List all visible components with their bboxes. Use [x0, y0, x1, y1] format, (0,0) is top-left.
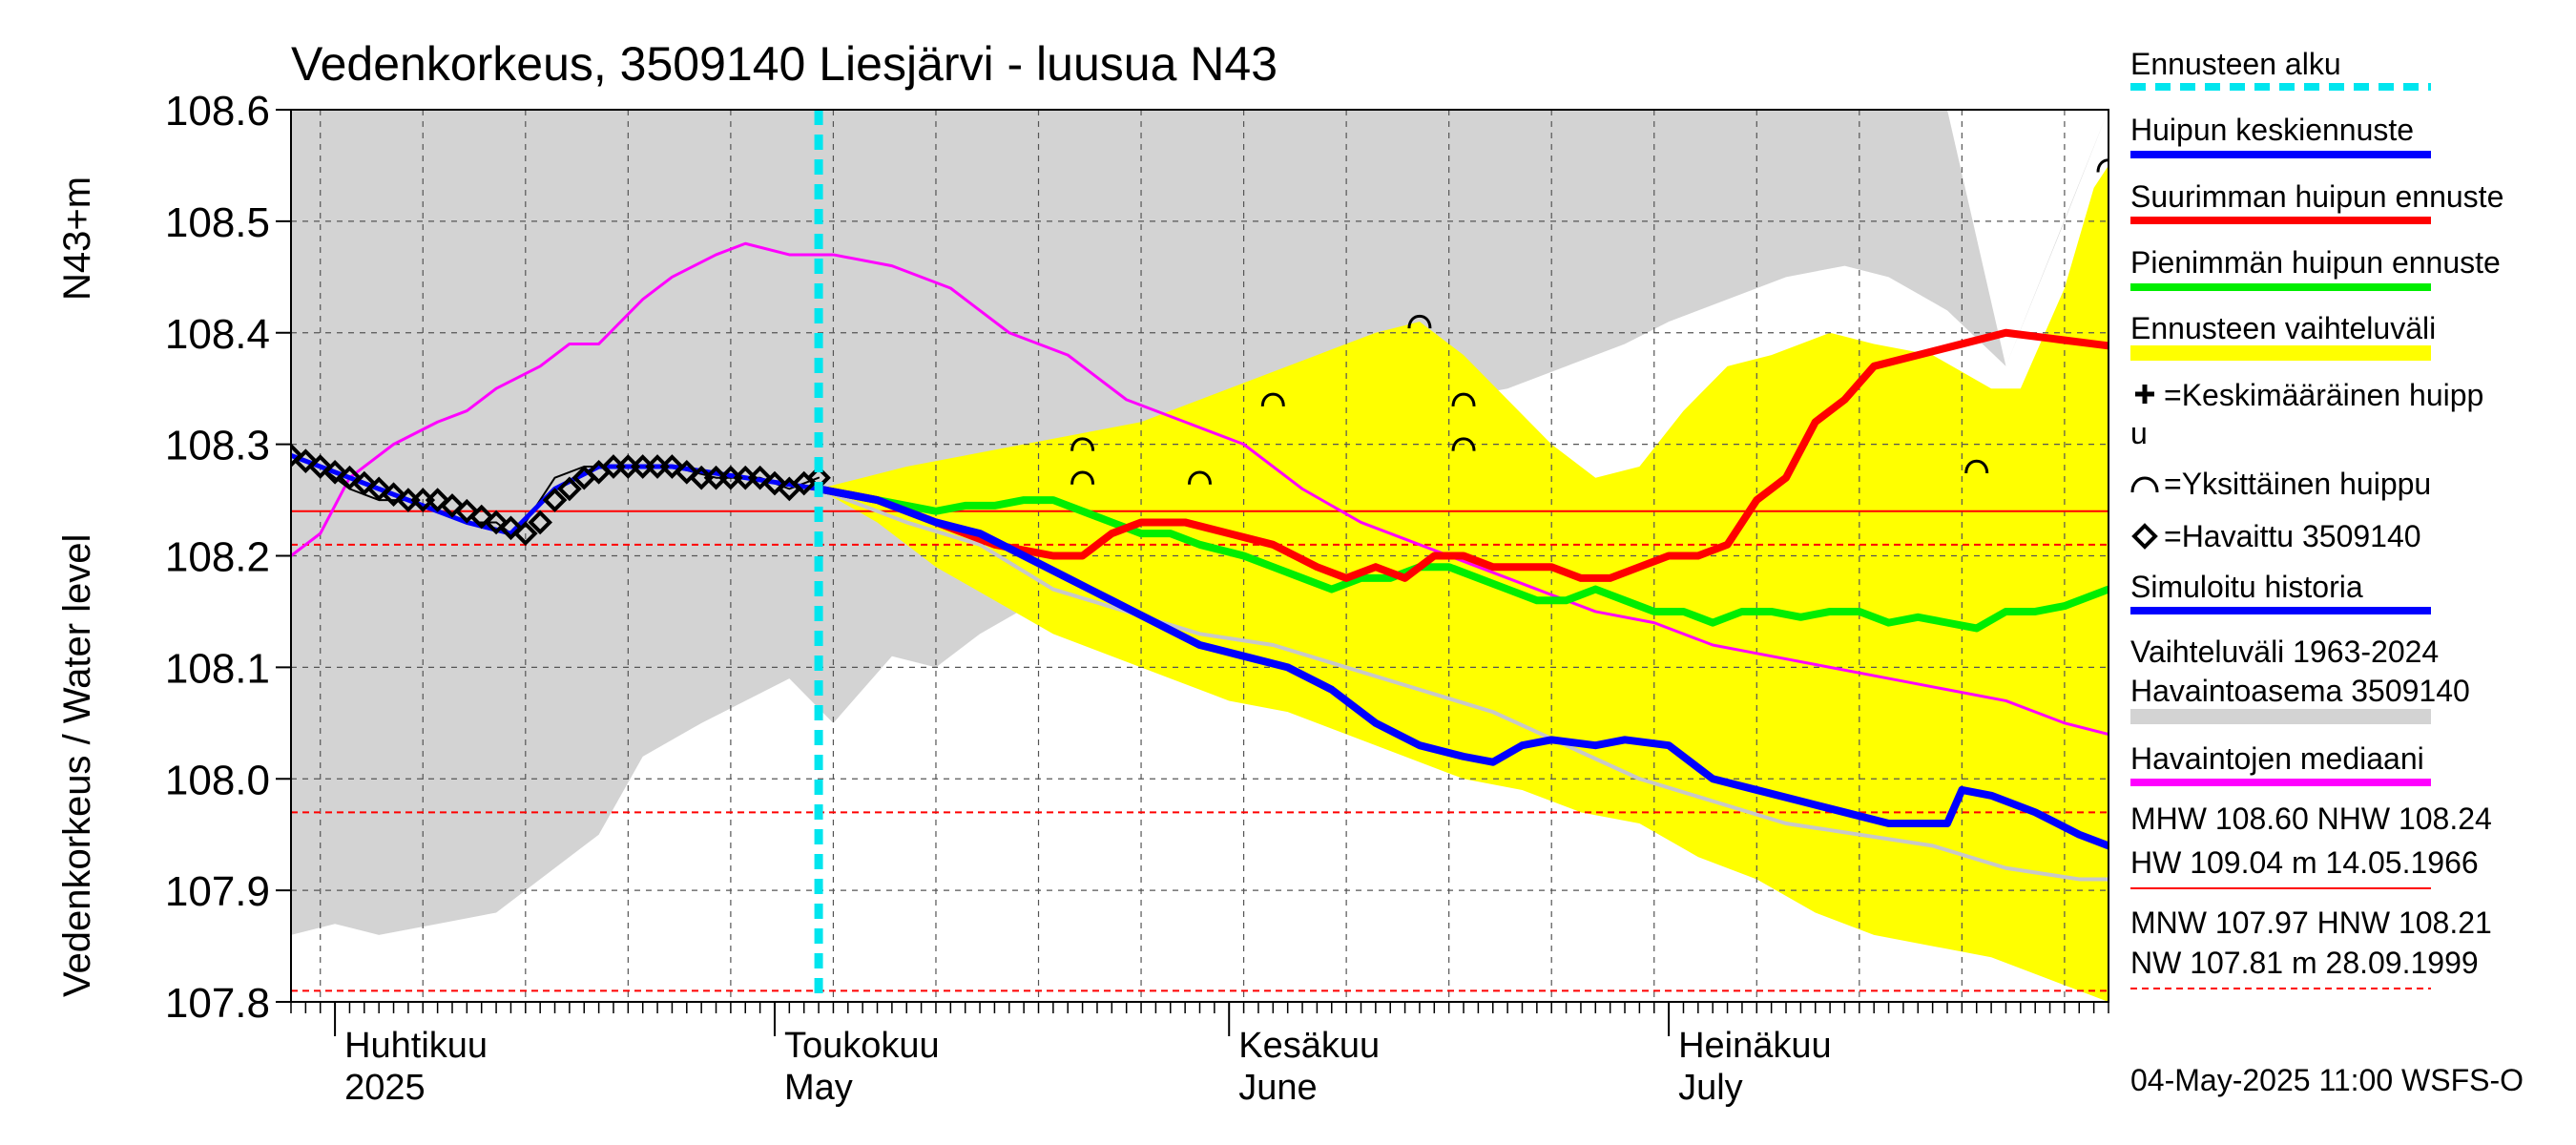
x-month-sublabel: July — [1678, 1068, 1743, 1108]
observation-marker — [293, 448, 319, 473]
observation-marker — [366, 476, 392, 502]
y-axis-label-outer: Vedenkorkeus / Water level — [56, 534, 98, 997]
x-month-sublabel: June — [1238, 1068, 1317, 1108]
single-peak-marker — [1070, 437, 1095, 451]
chart-title: Vedenkorkeus, 3509140 Liesjärvi - luusua… — [291, 37, 1278, 91]
legend-label-line2: Havaintoasema 3509140 — [2130, 674, 2470, 708]
x-month-label: Toukokuu — [784, 1026, 940, 1066]
y-axis-label-inner: N43+m — [56, 177, 98, 301]
legend-label: Simuloitu historia — [2130, 570, 2363, 604]
single-peak-marker — [1451, 392, 1476, 407]
footer-timestamp: 04-May-2025 11:00 WSFS-O — [2130, 1063, 2524, 1097]
legend: Ennusteen alku Huipun keskiennuste Suurimm… — [2130, 47, 2503, 989]
y-tick-label: 108.6 — [165, 88, 270, 135]
single-peak-marker — [1964, 459, 1989, 474]
gray-forecast-line — [817, 487, 2109, 882]
legend-label: Havaintojen mediaani — [2130, 741, 2424, 776]
legend-cross-icon — [2135, 385, 2154, 404]
observation-marker — [512, 521, 538, 546]
legend-swatch-band — [2130, 345, 2431, 361]
observation-marker — [674, 460, 699, 485]
observation-marker — [381, 482, 406, 508]
x-month-label: Huhtikuu — [344, 1026, 488, 1066]
observation-marker — [498, 515, 524, 541]
legend-label: Huipun keskiennuste — [2130, 113, 2414, 147]
legend-label: MHW 108.60 NHW 108.24 — [2130, 802, 2492, 836]
observation-marker — [484, 510, 509, 535]
single-peak-marker — [1407, 314, 1432, 329]
legend-label: Ennusteen vaihteluväli — [2130, 311, 2436, 345]
observation-marker — [337, 465, 363, 490]
median-line — [291, 241, 2109, 736]
x-month-sublabel: 2025 — [344, 1068, 426, 1108]
y-tick-label: 107.8 — [165, 980, 270, 1027]
legend-label-line2: NW 107.81 m 28.09.1999 — [2130, 946, 2479, 980]
legend-arc-icon — [2130, 476, 2159, 493]
observation-marker — [351, 470, 377, 496]
observation-marker — [747, 465, 773, 490]
legend-label: Ennusteen alku — [2130, 47, 2341, 81]
legend-label: MNW 107.97 HNW 108.21 — [2130, 906, 2492, 940]
observation-marker — [659, 454, 685, 479]
observation-marker — [307, 454, 333, 479]
single-peak-marker — [2096, 158, 2109, 173]
y-tick-label: 107.9 — [165, 868, 270, 915]
legend-label: =Yksittäinen huippu — [2164, 467, 2431, 501]
observation-marker — [762, 470, 787, 496]
x-month-sublabel: May — [784, 1068, 853, 1108]
y-tick-label: 108.4 — [165, 311, 270, 358]
y-tick-label: 108.0 — [165, 757, 270, 803]
y-tick-label: 108.5 — [165, 199, 270, 246]
max-peak-forecast-line — [815, 328, 2109, 582]
legend-label-line2: u — [2130, 416, 2148, 450]
y-tick-label: 108.3 — [165, 423, 270, 469]
legend-label: Pienimmän huipun ennuste — [2130, 245, 2501, 280]
single-peak-marker — [1451, 437, 1476, 451]
observation-marker — [440, 493, 465, 518]
y-tick-label: 108.2 — [165, 534, 270, 581]
single-peak-marker — [1260, 392, 1285, 407]
legend-label: =Havaittu 3509140 — [2164, 519, 2421, 553]
min-peak-forecast-line — [815, 485, 2109, 633]
observation-marker — [291, 443, 303, 468]
observation-marker — [425, 488, 450, 512]
observation-marker — [468, 504, 494, 530]
legend-label: Suurimman huipun ennuste — [2130, 179, 2503, 214]
observation-marker — [454, 498, 480, 524]
x-month-label: Heinäkuu — [1678, 1026, 1832, 1066]
observation-marker — [557, 476, 582, 502]
observation-marker — [542, 488, 568, 512]
y-tick-label: 108.1 — [165, 645, 270, 692]
plot-area — [291, 110, 2109, 1002]
observation-marker — [322, 460, 347, 485]
observation-marker — [528, 510, 552, 535]
single-peak-marker — [1188, 470, 1212, 485]
legend-label: Vaihteluväli 1963-2024 — [2130, 635, 2439, 669]
legend-swatch-band — [2130, 709, 2431, 724]
legend-label: =Keskimääräinen huipp — [2164, 378, 2483, 412]
x-month-label: Kesäkuu — [1238, 1026, 1380, 1066]
axes: 107.8 107.9 108.0 108.1 108.2 108.3 108.4 108.5… — [165, 88, 2109, 1108]
forecast-range-band — [819, 165, 2109, 1002]
single-peak-marker — [1070, 470, 1095, 485]
legend-diamond-icon — [2131, 523, 2158, 550]
mean-peak-forecast-line — [815, 485, 2109, 850]
legend-label-line2: HW 109.04 m 14.05.1966 — [2130, 845, 2479, 880]
